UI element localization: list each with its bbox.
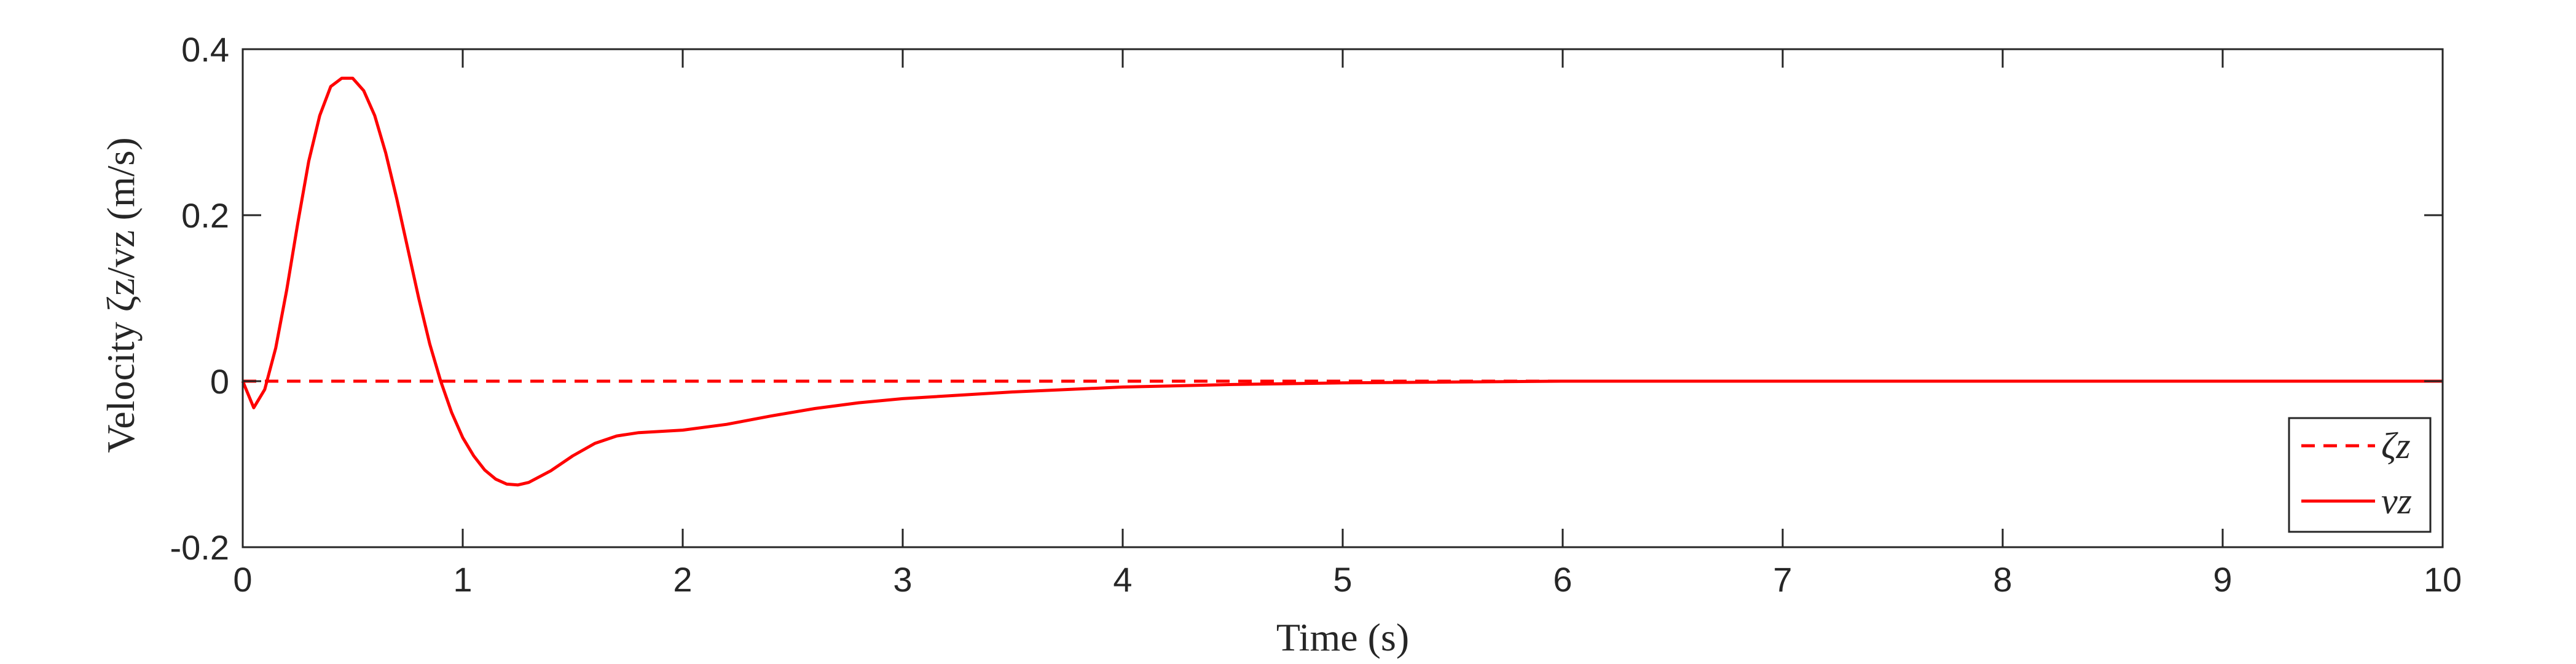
x-tick-label: 6 (1553, 560, 1572, 599)
x-tick-label: 3 (893, 560, 912, 599)
series-line-v-z (241, 76, 2443, 487)
plot-area (241, 76, 2443, 487)
axes (242, 48, 2444, 548)
x-tick-label: 4 (1113, 560, 1132, 599)
y-tick-label: 0.2 (181, 196, 229, 235)
x-tick-label: 8 (1993, 560, 2012, 599)
x-tick-label: 1 (453, 560, 472, 599)
legend-box (2288, 417, 2432, 533)
ticks: 0 1 2 3 4 5 6 7 8 9 10-0.200.20.4 (170, 30, 2462, 599)
x-tick-label: 10 (2424, 560, 2462, 599)
x-tick-label: 2 (673, 560, 692, 599)
y-tick-label: -0.2 (170, 528, 230, 567)
x-axis-label: Time (s) (1276, 615, 1409, 659)
y-tick-label: 0.4 (181, 30, 229, 69)
y-axis-label: Velocity ζz/vz (m/s) (99, 137, 143, 453)
x-tick-label: 0 (233, 560, 252, 599)
legend: ζz vz (2288, 417, 2432, 533)
y-tick-label: 0 (210, 362, 229, 401)
x-tick-label: 5 (1333, 560, 1352, 599)
x-tick-label: 7 (1773, 560, 1792, 599)
legend-label-v-z: vz (2381, 481, 2412, 521)
axes-box (242, 48, 2444, 548)
legend-label-zeta-z: ζz (2381, 425, 2411, 466)
x-tick-label: 9 (2213, 560, 2232, 599)
